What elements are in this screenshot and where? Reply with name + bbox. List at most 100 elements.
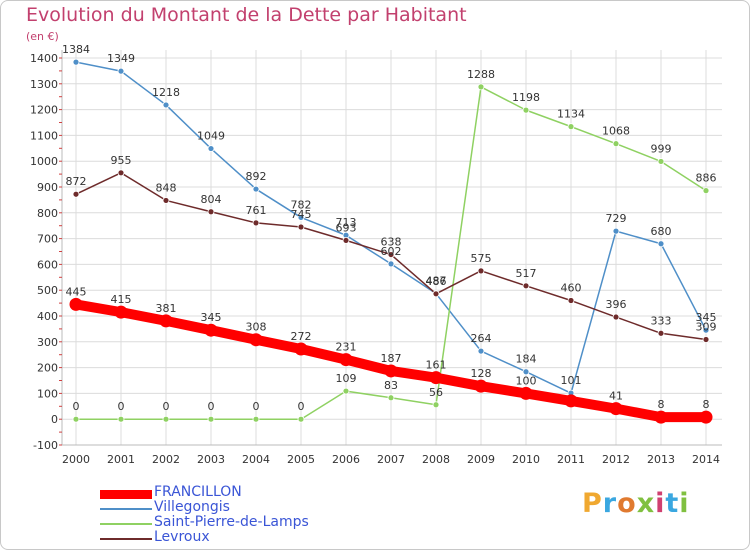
data-label: 308: [246, 321, 267, 334]
data-label: 487: [426, 275, 447, 288]
data-point: [477, 267, 485, 275]
data-point: [72, 415, 80, 423]
data-label: 1288: [467, 68, 495, 81]
data-point: [567, 123, 575, 131]
data-label: 445: [66, 285, 87, 298]
data-point: [654, 410, 668, 424]
x-tick-label: 2003: [197, 453, 225, 466]
data-label: 729: [606, 212, 627, 225]
data-label: 872: [66, 175, 87, 188]
data-label: 184: [516, 353, 537, 366]
y-tick-label: 800: [37, 207, 58, 220]
data-label: 0: [298, 400, 305, 413]
data-label: 1068: [602, 125, 630, 138]
data-label: 848: [156, 181, 177, 194]
data-point: [117, 67, 125, 75]
data-point: [564, 394, 578, 408]
data-point: [612, 140, 620, 148]
x-tick-label: 2010: [512, 453, 540, 466]
data-label: 0: [163, 400, 170, 413]
data-point: [207, 415, 215, 423]
logo-letter: t: [665, 488, 680, 519]
data-label: 109: [336, 372, 357, 385]
y-tick-label: 700: [37, 233, 58, 246]
legend-swatch: [100, 523, 152, 525]
data-label: 187: [381, 352, 402, 365]
data-label: 680: [651, 225, 672, 238]
x-tick-label: 2005: [287, 453, 315, 466]
data-point: [657, 158, 665, 165]
data-point: [657, 240, 665, 248]
x-tick-label: 2008: [422, 453, 450, 466]
data-label: 1349: [107, 52, 135, 65]
data-point: [249, 333, 263, 347]
data-label: 1384: [62, 43, 90, 56]
y-tick-label: 400: [37, 310, 58, 323]
data-point: [522, 106, 530, 114]
data-label: 161: [426, 359, 447, 372]
data-label: 41: [609, 390, 623, 403]
data-point: [474, 379, 488, 393]
x-tick-label: 2012: [602, 453, 630, 466]
unit-label: (en €): [26, 30, 59, 43]
legend-swatch: [100, 490, 152, 499]
data-point: [297, 223, 305, 231]
data-point: [342, 237, 350, 244]
logo-letter: P: [582, 488, 603, 519]
data-label: 1049: [197, 130, 225, 143]
data-label: 8: [703, 398, 710, 411]
data-point: [702, 336, 710, 343]
data-point: [432, 290, 440, 298]
y-tick-label: 600: [37, 258, 58, 271]
data-label: 8: [658, 398, 665, 411]
data-label: 128: [471, 367, 492, 380]
data-label: 713: [336, 216, 357, 229]
x-tick-label: 2006: [332, 453, 360, 466]
data-label: 101: [561, 374, 582, 387]
data-label: 999: [651, 142, 672, 155]
y-tick-label: 1300: [30, 78, 58, 91]
x-tick-label: 2004: [242, 453, 270, 466]
data-point: [567, 297, 575, 304]
legend-swatch: [100, 508, 152, 510]
data-point: [702, 326, 710, 334]
data-label: 83: [384, 379, 398, 392]
data-point: [297, 214, 305, 221]
data-label: 0: [118, 400, 125, 413]
data-label: 345: [201, 311, 222, 324]
logo-letter: r: [602, 488, 618, 519]
data-point: [429, 371, 443, 385]
data-label: 231: [336, 341, 357, 354]
data-point: [522, 368, 530, 376]
proxiti-logo: Proxiti: [582, 488, 690, 519]
data-point: [339, 353, 353, 367]
data-point: [117, 169, 125, 177]
y-tick-label: 0: [51, 413, 58, 426]
data-label: 761: [246, 204, 267, 217]
y-tick-label: 1000: [30, 155, 58, 168]
y-tick-label: 1200: [30, 104, 58, 117]
data-label: 517: [516, 267, 537, 280]
data-point: [207, 208, 215, 216]
data-point: [294, 342, 308, 356]
data-label: 693: [336, 221, 357, 234]
data-label: 381: [156, 302, 177, 315]
data-label: 782: [291, 198, 312, 211]
data-point: [72, 190, 80, 198]
legend-label: Saint-Pierre-de-Lamps: [154, 514, 309, 530]
y-tick-label: 100: [37, 387, 58, 400]
x-tick-label: 2001: [107, 453, 135, 466]
data-label: 1134: [557, 108, 585, 121]
data-label: 415: [111, 293, 132, 306]
legend-label: Levroux: [154, 529, 210, 545]
data-label: 745: [291, 208, 312, 221]
data-point: [114, 305, 128, 319]
x-tick-label: 2007: [377, 453, 405, 466]
y-tick-label: 500: [37, 284, 58, 297]
data-point: [387, 251, 395, 258]
data-point: [702, 187, 710, 195]
data-label: 892: [246, 170, 267, 183]
data-label: 602: [381, 245, 402, 258]
data-label: 56: [429, 386, 443, 399]
data-point: [162, 197, 170, 204]
